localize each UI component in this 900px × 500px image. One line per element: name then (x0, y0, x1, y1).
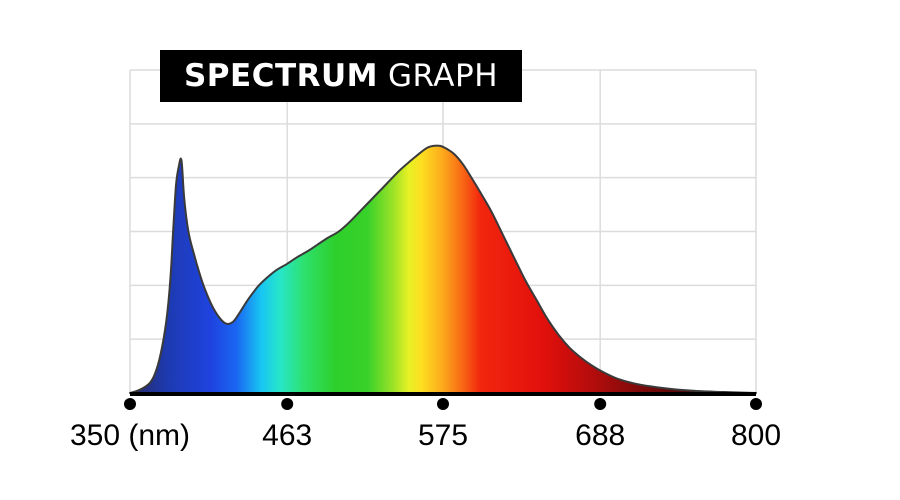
spectrum-area (129, 144, 757, 394)
x-tick-marker (281, 398, 294, 410)
x-tick-label: 350 (nm) (70, 419, 190, 452)
x-tick-label: 688 (575, 419, 625, 452)
x-tick-marker (594, 398, 607, 410)
chart-title: SPECTRUM GRAPH (160, 50, 522, 102)
chart-title-bold: SPECTRUM (183, 58, 378, 94)
x-tick-label: 575 (418, 419, 468, 452)
x-tick-marker (750, 398, 762, 410)
x-tick-label: 800 (731, 419, 781, 452)
x-tick-marker (437, 398, 449, 410)
x-tick-marker (124, 398, 136, 410)
x-tick-label: 463 (262, 419, 312, 452)
x-axis-ticks: 350 (nm) 463 575 688 800 (70, 398, 781, 452)
chart-title-light: GRAPH (387, 58, 499, 94)
